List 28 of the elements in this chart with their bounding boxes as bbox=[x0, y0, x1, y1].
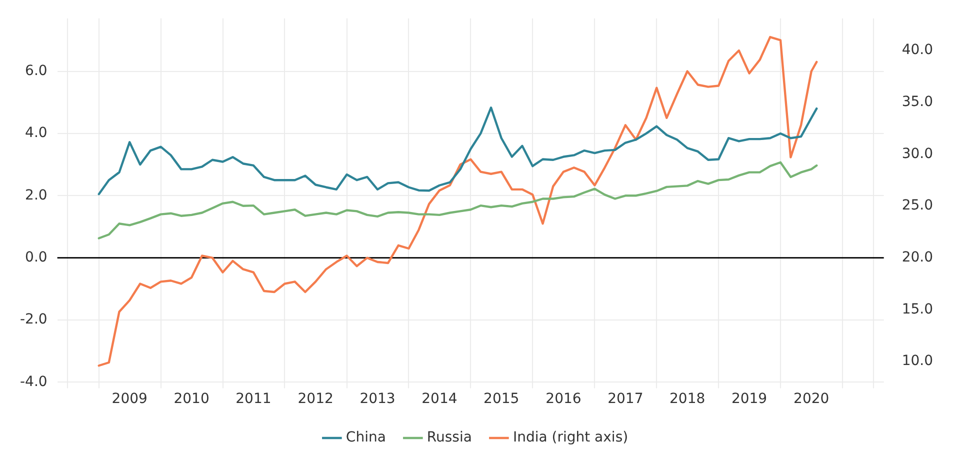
x-tick-label: 2009 bbox=[112, 391, 148, 408]
x-tick-label: 2012 bbox=[298, 391, 334, 408]
y2-tick-label: 40.0 bbox=[902, 42, 933, 58]
y-tick-label: 2.0 bbox=[25, 187, 48, 204]
x-tick-label: 2017 bbox=[608, 391, 644, 408]
x-tick-label: 2014 bbox=[422, 391, 458, 408]
x-tick-label: 2016 bbox=[546, 391, 582, 408]
y-tick-label: -4.0 bbox=[20, 374, 48, 390]
legend-label: China bbox=[346, 430, 386, 446]
legend-label: Russia bbox=[426, 430, 472, 446]
y-tick-label: -2.0 bbox=[20, 312, 48, 328]
legend-label: India (right axis) bbox=[512, 430, 628, 446]
x-tick-label: 2020 bbox=[794, 391, 830, 408]
y-tick-label: 6.0 bbox=[25, 62, 48, 79]
x-tick-label: 2010 bbox=[174, 391, 210, 408]
y2-tick-label: 35.0 bbox=[902, 94, 933, 110]
y2-tick-label: 10.0 bbox=[902, 353, 933, 370]
y2-tick-label: 15.0 bbox=[902, 301, 933, 318]
y-tick-label: 0.0 bbox=[25, 249, 48, 266]
x-tick-label: 2011 bbox=[236, 391, 272, 408]
x-tick-label: 2018 bbox=[670, 391, 706, 408]
y2-tick-label: 30.0 bbox=[902, 146, 933, 162]
y2-tick-label: 20.0 bbox=[902, 249, 933, 266]
x-tick-label: 2019 bbox=[731, 391, 768, 408]
y-tick-label: 4.0 bbox=[25, 125, 48, 142]
x-tick-label: 2013 bbox=[360, 391, 396, 408]
y2-tick-label: 25.0 bbox=[902, 198, 933, 214]
x-tick-label: 2015 bbox=[484, 391, 520, 408]
